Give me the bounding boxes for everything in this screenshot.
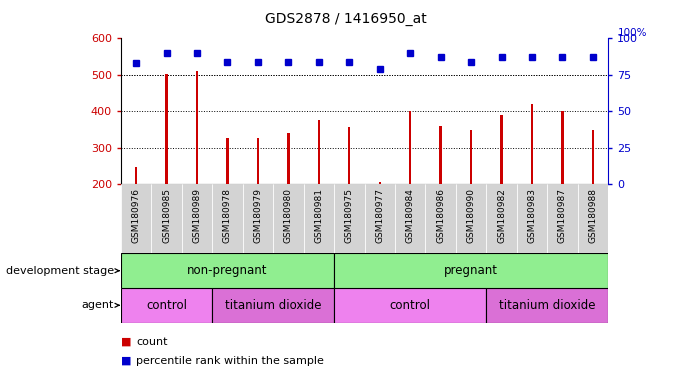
Bar xyxy=(379,182,381,184)
Bar xyxy=(334,184,365,253)
Text: control: control xyxy=(146,299,187,312)
Bar xyxy=(500,115,503,184)
Text: GDS2878 / 1416950_at: GDS2878 / 1416950_at xyxy=(265,12,426,25)
Bar xyxy=(226,137,229,184)
Text: GSM180978: GSM180978 xyxy=(223,188,232,243)
Bar xyxy=(517,184,547,253)
Text: GSM180977: GSM180977 xyxy=(375,188,384,243)
Text: ■: ■ xyxy=(121,337,131,347)
Text: titanium dioxide: titanium dioxide xyxy=(225,299,321,312)
Bar xyxy=(121,253,334,288)
Bar xyxy=(196,71,198,184)
Bar xyxy=(273,184,303,253)
Bar xyxy=(470,129,472,184)
Text: GSM180984: GSM180984 xyxy=(406,188,415,243)
Bar xyxy=(439,126,442,184)
Bar xyxy=(257,137,259,184)
Text: non-pregnant: non-pregnant xyxy=(187,264,267,277)
Bar xyxy=(165,74,168,184)
Text: GSM180983: GSM180983 xyxy=(527,188,536,243)
Bar xyxy=(395,184,426,253)
Text: development stage: development stage xyxy=(6,266,114,276)
Bar xyxy=(334,253,608,288)
Text: ■: ■ xyxy=(121,356,131,366)
Bar xyxy=(151,184,182,253)
Text: titanium dioxide: titanium dioxide xyxy=(499,299,596,312)
Text: GSM180987: GSM180987 xyxy=(558,188,567,243)
Text: percentile rank within the sample: percentile rank within the sample xyxy=(136,356,324,366)
Bar xyxy=(578,184,608,253)
Bar xyxy=(561,111,564,184)
Text: GSM180982: GSM180982 xyxy=(497,188,506,243)
Bar xyxy=(303,184,334,253)
Text: control: control xyxy=(390,299,430,312)
Bar xyxy=(486,184,517,253)
Bar xyxy=(212,184,243,253)
Bar xyxy=(334,288,486,323)
Bar xyxy=(121,288,212,323)
Text: GSM180975: GSM180975 xyxy=(345,188,354,243)
Bar xyxy=(182,184,212,253)
Bar xyxy=(212,288,334,323)
Text: GSM180976: GSM180976 xyxy=(132,188,141,243)
Text: GSM180988: GSM180988 xyxy=(588,188,597,243)
Bar xyxy=(365,184,395,253)
Text: GSM180985: GSM180985 xyxy=(162,188,171,243)
Bar xyxy=(121,184,151,253)
Text: GSM180980: GSM180980 xyxy=(284,188,293,243)
Text: count: count xyxy=(136,337,168,347)
Text: GSM180981: GSM180981 xyxy=(314,188,323,243)
Bar xyxy=(135,167,138,184)
Bar xyxy=(318,120,320,184)
Bar xyxy=(531,104,533,184)
Bar xyxy=(287,132,290,184)
Text: GSM180979: GSM180979 xyxy=(254,188,263,243)
Text: agent: agent xyxy=(82,300,114,310)
Bar xyxy=(456,184,486,253)
Text: GSM180986: GSM180986 xyxy=(436,188,445,243)
Bar xyxy=(547,184,578,253)
Bar xyxy=(409,111,411,184)
Bar xyxy=(591,130,594,184)
Bar xyxy=(243,184,273,253)
Bar xyxy=(426,184,456,253)
Text: pregnant: pregnant xyxy=(444,264,498,277)
Text: GSM180989: GSM180989 xyxy=(193,188,202,243)
Text: 100%: 100% xyxy=(618,28,647,38)
Bar xyxy=(486,288,608,323)
Text: GSM180990: GSM180990 xyxy=(466,188,475,243)
Bar xyxy=(348,127,350,184)
